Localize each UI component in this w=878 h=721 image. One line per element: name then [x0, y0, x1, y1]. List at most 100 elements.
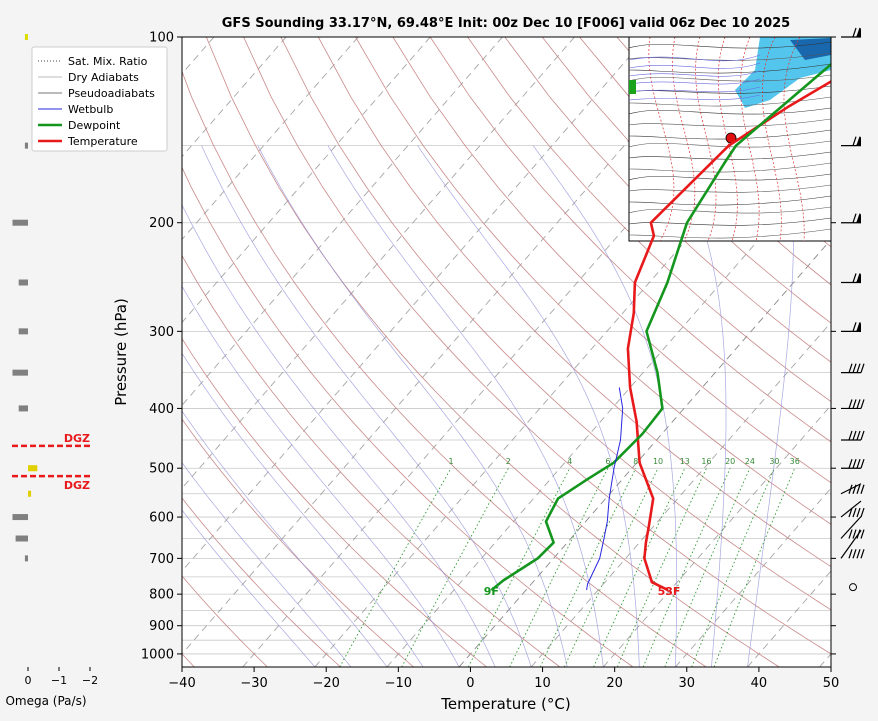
wind-barb [841, 27, 861, 38]
x-axis-label: Temperature (°C) [440, 695, 570, 713]
omega-bar [12, 514, 28, 521]
wind-barb-feather [860, 529, 865, 539]
wind-barb [840, 483, 865, 495]
moist-adiabat [201, 145, 532, 667]
omega-bar [24, 555, 28, 562]
x-tick-label: 40 [751, 676, 768, 691]
x-tick-label: 20 [606, 676, 623, 691]
wind-barb-feather [852, 363, 857, 373]
inset-contour [629, 206, 831, 214]
series-layer: 53F 9F [484, 62, 831, 598]
wind-barb-feather [848, 507, 853, 518]
x-tick-label: −40 [168, 676, 195, 691]
dry-adiabat [541, 37, 831, 324]
omega-bar [15, 535, 28, 542]
wind-barb-feather [852, 549, 857, 559]
legend-entry: Sat. Mix. Ratio [68, 55, 148, 68]
inset-contour [629, 107, 831, 115]
wind-barb-feather [856, 213, 861, 223]
wind-barb-feather [848, 363, 853, 373]
inset-contour [629, 74, 831, 82]
series-line-temperature [626, 79, 831, 592]
inset-contour [629, 184, 831, 193]
inset-red-contour [648, 37, 675, 241]
wind-barb-staff [840, 516, 862, 539]
inset-blue-contour [629, 78, 761, 85]
dry-adiabat [182, 70, 707, 667]
mix-ratio-label: 30 [769, 457, 779, 466]
dry-adiabat [429, 37, 831, 443]
inset-contour [629, 151, 831, 160]
x-tick-label: 50 [823, 676, 840, 691]
dry-adiabat [182, 254, 561, 667]
inset-contour [629, 96, 831, 107]
x-tick-label: −30 [240, 676, 267, 691]
wind-barb-feather [856, 273, 861, 283]
legend-box [31, 46, 168, 152]
inset-map-contours [629, 37, 831, 241]
x-tick-label: −10 [385, 676, 412, 691]
wind-barb-feather [848, 459, 853, 469]
inset-contour [629, 129, 831, 140]
inset-contour [629, 41, 831, 49]
wind-barb-feather [860, 399, 865, 409]
mix-ratio-line [642, 468, 731, 667]
wind-barb [841, 322, 861, 332]
wind-barb [840, 500, 865, 518]
wind-barb-feather [856, 549, 861, 559]
dry-adiabat [355, 37, 831, 525]
inset-contour [629, 217, 831, 226]
moist-adiabat [257, 145, 568, 667]
y-tick-label: 1000 [141, 647, 174, 662]
mix-ratio-label: 36 [790, 457, 800, 466]
omega-bar [18, 405, 28, 412]
mix-ratio-line [593, 468, 686, 667]
wind-barb [841, 213, 861, 224]
y-tick-label: 800 [149, 588, 174, 603]
chart-title: GFS Sounding 33.17°N, 69.48°E Init: 00z … [222, 16, 790, 31]
wind-barb-feather [852, 27, 857, 38]
wind-barb-feather [852, 136, 857, 146]
mix-ratio-label: 16 [701, 457, 711, 466]
wind-barb-feather [852, 529, 857, 539]
background-lines: 1 2 4 6 8 10 13 16 20 24 30 36 [182, 37, 878, 667]
wind-barb-feather [856, 322, 861, 332]
dry-adiabat [392, 37, 831, 484]
legend-entry: Pseudoadiabats [68, 87, 155, 100]
inset-contour [629, 140, 831, 148]
surface-temp-label: 53F [658, 585, 681, 598]
mix-ratio-line [664, 468, 751, 667]
dry-adiabat [841, 37, 878, 667]
y-tick-label: 600 [149, 511, 174, 526]
dgz-label: DGZ [64, 479, 90, 492]
wind-barb-feather [852, 459, 857, 469]
dry-adiabat [504, 37, 831, 363]
omega-tick-label: −2 [82, 674, 98, 687]
moist-adiabat [417, 145, 640, 667]
dry-adiabat [243, 37, 831, 655]
mix-ratio-line [401, 467, 509, 667]
moist-adiabat [182, 462, 352, 667]
legend-entry: Wetbulb [68, 103, 113, 116]
wind-barb [841, 273, 861, 284]
moist-adiabat [182, 285, 460, 667]
wind-barb [840, 530, 865, 559]
calm-wind-circle [849, 583, 857, 592]
wind-barb [841, 430, 865, 441]
dry-adiabat [182, 418, 414, 667]
omega-bar [24, 34, 28, 40]
wind-barb-feather [852, 322, 857, 332]
moist-adiabat [747, 145, 795, 667]
inset-red-contour [783, 37, 805, 241]
wind-barb-feather [852, 399, 857, 409]
wind-barb-feather [856, 136, 861, 146]
omega-axis-label: Omega (Pa/s) [5, 694, 86, 708]
mix-ratio-line [616, 468, 707, 667]
wind-barb-staff [840, 500, 862, 518]
y-axis-label: Pressure (hPa) [112, 298, 130, 406]
inset-contour [629, 63, 831, 74]
dry-adiabat [182, 166, 634, 667]
mix-ratio-label: 1 [449, 457, 454, 466]
